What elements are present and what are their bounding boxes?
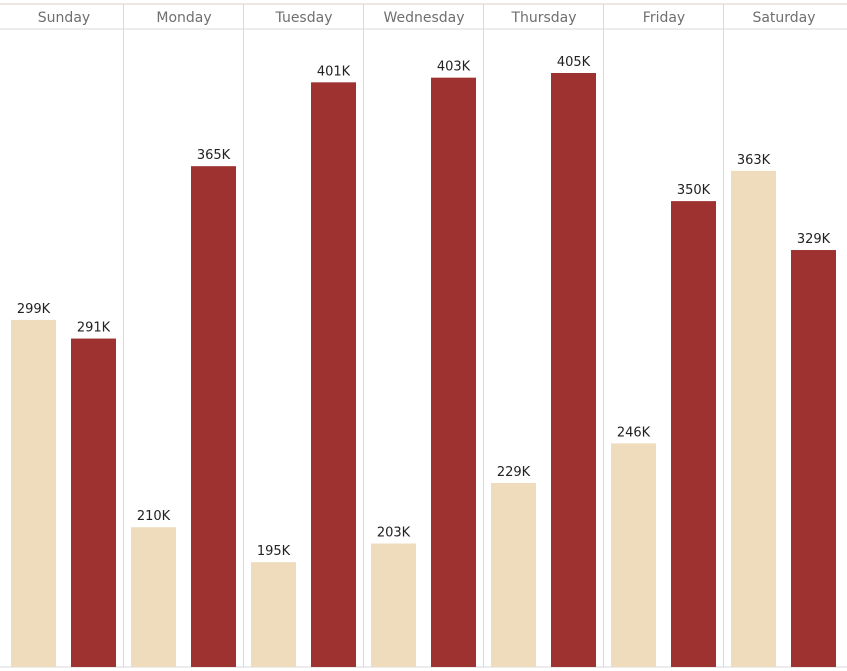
bar-value-label: 299K: [17, 302, 51, 317]
bar-value-label: 401K: [317, 64, 351, 79]
day-header: Wednesday: [383, 10, 464, 26]
bar-value-labels: 299K 291K 210K 365K 195K 401K 203K 403K 229K 405K…: [17, 55, 831, 559]
day-header: Thursday: [510, 10, 576, 26]
bar-light[interactable]: [731, 170, 776, 667]
bar-light[interactable]: [251, 562, 296, 667]
bar-value-label: 403K: [437, 60, 471, 75]
bars: [11, 73, 836, 668]
bar-dark[interactable]: [791, 250, 836, 668]
bar-value-label: 405K: [557, 55, 591, 70]
bar-light[interactable]: [611, 443, 656, 667]
bar-dark[interactable]: [431, 77, 476, 668]
bar-value-label: 365K: [197, 148, 231, 163]
day-header: Saturday: [752, 10, 815, 26]
bar-dark[interactable]: [71, 338, 116, 667]
bar-light[interactable]: [131, 527, 176, 667]
bar-value-label: 291K: [77, 321, 111, 336]
bar-dark[interactable]: [671, 201, 716, 667]
bar-light[interactable]: [11, 319, 56, 667]
bar-dark[interactable]: [551, 73, 596, 667]
bar-value-label: 210K: [137, 509, 171, 524]
panel-dividers: [0, 3, 847, 668]
bar-value-label: 329K: [797, 232, 831, 247]
bar-dark[interactable]: [311, 82, 356, 668]
bar-value-label: 363K: [737, 153, 771, 168]
bar-dark[interactable]: [191, 166, 236, 668]
bar-value-label: 203K: [377, 526, 411, 541]
bar-light[interactable]: [371, 543, 416, 667]
bar-value-label: 195K: [257, 544, 291, 559]
day-header: Sunday: [38, 10, 90, 26]
day-header: Friday: [643, 10, 685, 26]
bar-value-label: 229K: [497, 465, 531, 480]
day-header: Tuesday: [275, 10, 333, 26]
bar-value-label: 246K: [617, 425, 651, 440]
bar-light[interactable]: [491, 482, 536, 667]
day-header: Monday: [156, 10, 211, 26]
day-headers: Sunday Monday Tuesday Wednesday Thursday Frid…: [38, 10, 816, 26]
bar-value-label: 350K: [677, 183, 711, 198]
